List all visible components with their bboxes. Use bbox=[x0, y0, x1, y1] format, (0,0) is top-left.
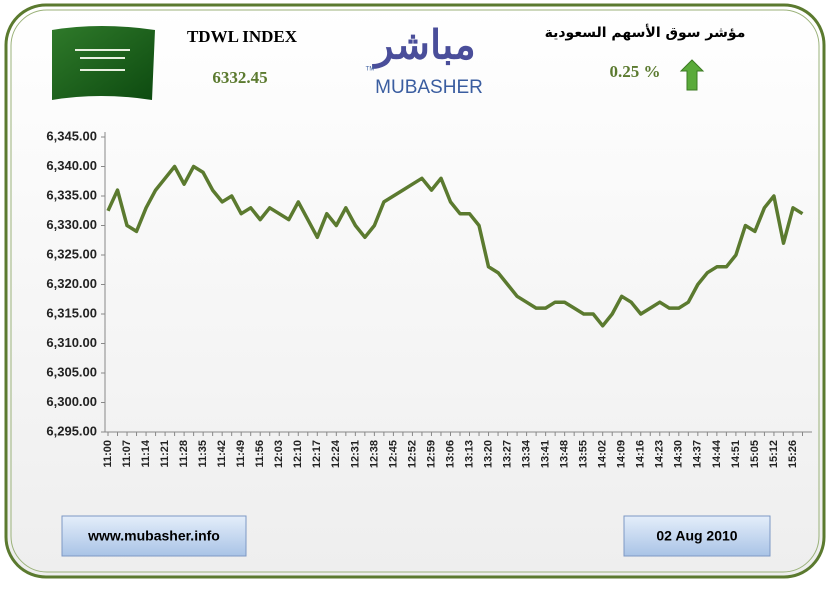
x-tick-label: 14:51 bbox=[730, 440, 742, 468]
x-tick-label: 11:35 bbox=[197, 440, 209, 468]
y-tick-label: 6,305.00 bbox=[46, 364, 97, 379]
x-tick-label: 11:14 bbox=[140, 439, 152, 467]
x-tick-label: 11:42 bbox=[216, 440, 228, 468]
card-inner-border bbox=[10, 9, 820, 573]
x-tick-label: 13:06 bbox=[444, 440, 456, 468]
change: 0.25 % bbox=[610, 62, 661, 81]
x-tick-label: 11:28 bbox=[178, 440, 190, 468]
x-tick-label: 14:02 bbox=[597, 440, 609, 468]
x-tick-label: 12:59 bbox=[425, 440, 437, 468]
x-tick-label: 13:20 bbox=[482, 440, 494, 468]
date-box: 02 Aug 2010 bbox=[623, 515, 771, 557]
x-tick-label: 11:56 bbox=[254, 440, 266, 468]
y-tick-label: 6,335.00 bbox=[46, 187, 97, 202]
y-tick-label: 6,330.00 bbox=[46, 217, 97, 232]
date: 02 Aug 2010 bbox=[656, 528, 737, 544]
logo-tm: TM bbox=[366, 67, 375, 73]
x-tick-label: 13:13 bbox=[463, 440, 475, 468]
y-tick-label: 6,320.00 bbox=[46, 276, 97, 291]
index-name: TDWL INDEX bbox=[187, 27, 298, 46]
card-border bbox=[4, 3, 826, 579]
price-line bbox=[106, 164, 804, 328]
title-arabic: مؤشر سوق الأسهم السعودية bbox=[545, 24, 746, 41]
logo-latin: MUBASHER bbox=[375, 77, 483, 98]
x-tick-label: 13:27 bbox=[501, 440, 513, 468]
index-value: 6332.45 bbox=[212, 68, 267, 87]
x-tick-label: 14:30 bbox=[673, 440, 685, 468]
flag bbox=[52, 26, 155, 100]
y-tick-label: 6,340.00 bbox=[46, 158, 97, 173]
x-tick-label: 12:17 bbox=[311, 440, 323, 468]
x-tick-label: 12:03 bbox=[273, 440, 285, 468]
x-tick-label: 15:26 bbox=[787, 440, 799, 468]
x-tick-label: 11:21 bbox=[159, 440, 171, 468]
x-tick-label: 12:24 bbox=[330, 439, 342, 468]
y-tick-label: 6,295.00 bbox=[46, 423, 97, 438]
x-tick-label: 13:34 bbox=[521, 439, 533, 468]
x-tick-label: 12:38 bbox=[368, 440, 380, 468]
x-tick-label: 13:41 bbox=[540, 440, 552, 468]
y-tick-label: 6,325.00 bbox=[46, 246, 97, 261]
x-tick-label: 12:45 bbox=[387, 440, 399, 468]
x-tick-label: 12:31 bbox=[349, 440, 361, 468]
x-tick-label: 13:48 bbox=[559, 440, 571, 468]
x-tick-label: 11:49 bbox=[235, 440, 247, 468]
x-tick-label: 14:09 bbox=[616, 440, 628, 468]
x-tick-label: 14:44 bbox=[711, 439, 723, 468]
x-tick-label: 15:05 bbox=[749, 440, 761, 468]
y-tick-label: 6,300.00 bbox=[46, 394, 97, 409]
logo-arabic: مباشر bbox=[371, 24, 475, 70]
date-frame bbox=[623, 515, 771, 557]
website-button[interactable]: www.mubasher.info bbox=[61, 515, 247, 557]
website-box[interactable] bbox=[61, 515, 247, 557]
x-tick-label: 11:07 bbox=[121, 440, 133, 468]
x-tick-label: 12:52 bbox=[406, 440, 418, 468]
x-tick-label: 11:00 bbox=[102, 440, 114, 468]
x-tick-label: 14:23 bbox=[654, 440, 666, 468]
y-tick-label: 6,310.00 bbox=[46, 335, 97, 350]
website[interactable]: www.mubasher.info bbox=[87, 528, 220, 544]
x-tick-label: 15:12 bbox=[768, 440, 780, 468]
x-tick-label: 14:16 bbox=[635, 440, 647, 468]
y-tick-label: 6,345.00 bbox=[46, 128, 97, 143]
y-tick-label: 6,315.00 bbox=[46, 305, 97, 320]
x-tick-label: 13:55 bbox=[578, 440, 590, 468]
x-tick-label: 12:10 bbox=[292, 440, 304, 468]
up-arrow bbox=[679, 59, 705, 91]
x-tick-label: 14:37 bbox=[692, 440, 704, 468]
